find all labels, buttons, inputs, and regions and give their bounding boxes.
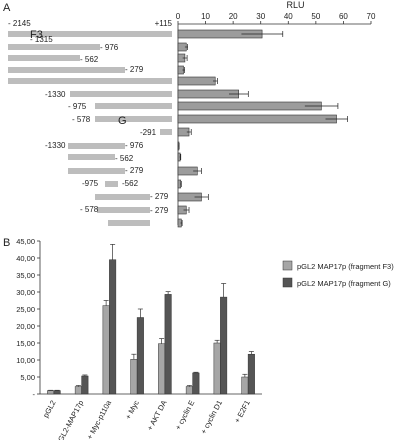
x-axis-label: RLU (287, 0, 305, 10)
y-tick-label: 15,00 (16, 339, 35, 348)
bar (213, 342, 221, 395)
construct-fragment (68, 168, 125, 174)
construct-position-label: +115 (155, 19, 173, 28)
construct-position-label: - 279 (150, 192, 169, 201)
category-label: + Myc (123, 398, 141, 420)
category-label: + cyclin E (173, 399, 196, 432)
construct-position-label: -291 (140, 128, 157, 137)
bar (164, 294, 172, 395)
y-tick-label: 10,00 (16, 356, 35, 365)
legend-swatch (282, 277, 293, 288)
construct-fragment (95, 103, 172, 109)
x-tick-label: 20 (229, 12, 238, 21)
bar (81, 375, 89, 395)
bar (109, 259, 117, 395)
x-tick-label: 0 (176, 12, 181, 21)
construct-fragment (97, 207, 150, 213)
construct-fragment (95, 116, 172, 122)
rlu-bar (177, 114, 337, 124)
construct-fragment (68, 154, 115, 160)
bar (185, 386, 193, 395)
panel-label-b: B (3, 237, 10, 249)
construct-fragment (160, 129, 172, 135)
construct-position-label: -1330 (45, 90, 66, 99)
construct-fragment (68, 143, 125, 149)
category-label: + AKT DA (145, 399, 168, 432)
x-tick-label: 40 (284, 12, 293, 21)
category-label: pGL2-MAP17p (54, 399, 85, 440)
bar (158, 343, 166, 395)
bar (102, 305, 110, 395)
y-tick-label: 25,00 (16, 305, 35, 314)
fragment-name-label: F3 (30, 29, 43, 41)
bar (241, 376, 249, 395)
bar (53, 390, 61, 395)
construct-position-label: - 279 (150, 206, 169, 215)
construct-position-label: - 578 (80, 205, 99, 214)
bar (136, 317, 144, 395)
construct-position-label: - 2145 (8, 19, 31, 28)
y-tick-label: 35,00 (16, 271, 35, 280)
construct-position-label: - 562 (80, 55, 99, 64)
y-tick-label: 40,00 (16, 254, 35, 263)
y-tick-label: 20,00 (16, 322, 35, 331)
construct-fragment (8, 31, 172, 37)
construct-fragment (8, 78, 172, 84)
construct-fragment (8, 67, 125, 73)
x-tick-label: 30 (256, 12, 265, 21)
construct-position-label: - 975 (68, 102, 87, 111)
y-tick-label: - (33, 390, 36, 399)
construct-fragment (8, 55, 80, 61)
y-tick-label: 30,00 (16, 288, 35, 297)
construct-fragment (108, 220, 150, 226)
y-tick-label: 45,00 (16, 237, 35, 246)
bar (74, 386, 82, 395)
x-tick-label: 50 (311, 12, 320, 21)
bar (130, 359, 138, 395)
construct-position-label: -1330 (45, 141, 66, 150)
legend-label: pGL2 MAP17p (fragment G) (297, 279, 391, 288)
construct-position-label: - 562 (115, 154, 134, 163)
construct-fragment (95, 194, 150, 200)
bar (47, 390, 55, 395)
category-label: + E2F1 (232, 399, 251, 425)
x-tick-label: 10 (201, 12, 210, 21)
category-label: + Myc-p110a (85, 398, 114, 440)
construct-position-label: - 279 (125, 65, 144, 74)
x-tick-label: 70 (367, 12, 376, 21)
construct-position-label: - 976 (100, 43, 119, 52)
construct-fragment (70, 91, 172, 97)
category-label: + cyclin D1 (199, 399, 224, 436)
rlu-bar (177, 101, 322, 111)
bar (220, 296, 228, 395)
bar (192, 372, 200, 395)
construct-position-label: -975 (82, 179, 99, 188)
construct-position-label: -562 (122, 179, 139, 188)
panel-label-a: A (3, 2, 11, 14)
x-tick-label: 60 (339, 12, 348, 21)
construct-position-label: - 1315 (30, 35, 53, 44)
construct-position-label: - 578 (72, 115, 91, 124)
fragment-name-label: G (118, 115, 127, 127)
construct-fragment (105, 181, 118, 187)
legend-label: pGL2 MAP17p (fragment F3) (297, 262, 394, 271)
rlu-bar (177, 76, 216, 86)
legend-swatch (282, 260, 293, 271)
bar (247, 353, 255, 395)
y-tick-label: 5,00 (20, 373, 35, 382)
construct-position-label: - 976 (125, 141, 144, 150)
category-label: pGL2 (41, 399, 58, 419)
construct-position-label: - 279 (125, 166, 144, 175)
construct-fragment (8, 44, 100, 50)
